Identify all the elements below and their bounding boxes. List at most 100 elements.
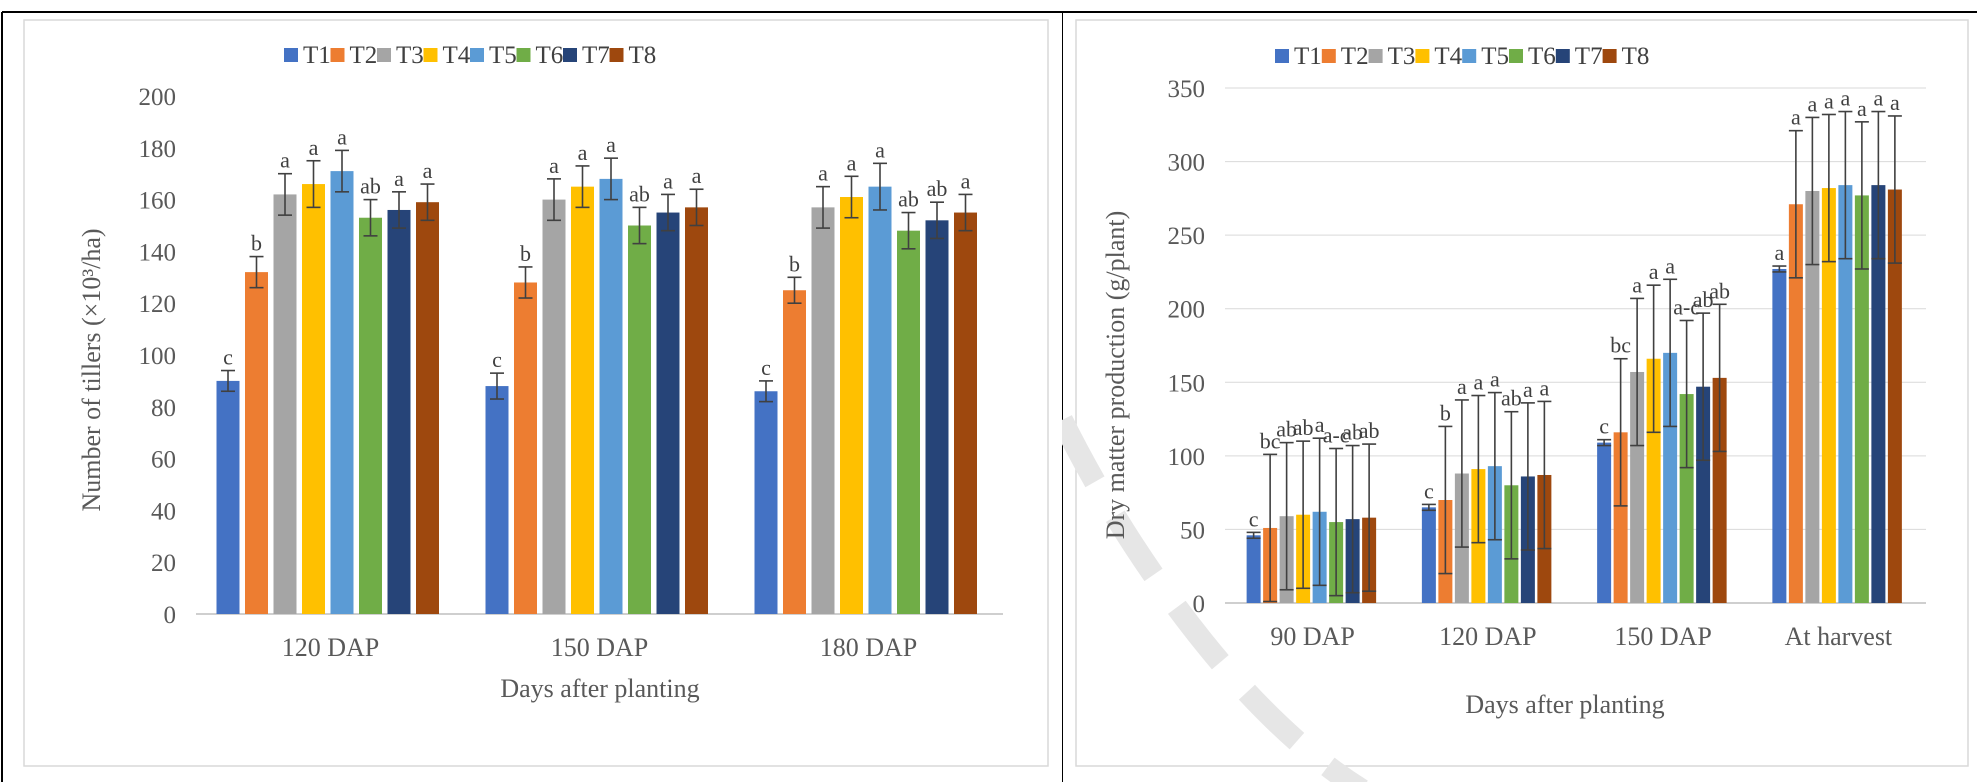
significance-label: ab [1359, 418, 1380, 443]
bar-t4 [840, 197, 863, 614]
y-tick-label: 20 [151, 550, 176, 577]
bar-t8 [685, 207, 708, 614]
bar-t5 [330, 171, 354, 615]
x-category-label: At harvest [1785, 622, 1893, 651]
bar-t5 [1663, 352, 1678, 603]
significance-label: b [520, 241, 531, 266]
y-tick-label: 100 [139, 343, 177, 370]
significance-label: c [1424, 478, 1434, 503]
y-tick-label: 200 [1168, 297, 1206, 324]
significance-label: a [692, 163, 702, 188]
significance-label: a [875, 137, 885, 162]
significance-label: a [1649, 259, 1659, 284]
x-category-label: 150 DAP [1614, 622, 1712, 651]
significance-label: ab [360, 174, 381, 199]
bar-t6 [359, 217, 382, 615]
legend-swatch-t2 [1321, 49, 1336, 63]
legend: T1 T2 T3 T4 T5 T6 T7 T8 [1275, 43, 1649, 70]
legend-swatch-t5 [470, 48, 484, 62]
legend-label-t2: T2 [1341, 43, 1369, 70]
significance-label: a [337, 124, 347, 149]
bar-t1 [485, 386, 509, 614]
bar-t2 [1613, 432, 1628, 603]
y-tick-label: 100 [1168, 444, 1206, 471]
significance-label: c [761, 355, 771, 380]
legend-swatch-t4 [423, 48, 438, 62]
y-tick-label: 40 [151, 498, 176, 525]
bar-t6 [1679, 394, 1694, 603]
significance-label: a [1539, 375, 1549, 400]
bar-t3 [542, 199, 566, 614]
bar-t7 [1696, 386, 1711, 603]
legend-label-t2: T2 [350, 42, 378, 69]
bar-t4 [571, 186, 594, 614]
legend-label-t8: T8 [1622, 43, 1650, 70]
y-tick-label: 60 [151, 447, 176, 474]
significance-label: a [1807, 91, 1817, 116]
significance-label: ab [927, 176, 948, 201]
bar-t1 [1246, 535, 1261, 603]
significance-label: a [818, 161, 828, 186]
significance-label: b [251, 231, 262, 256]
y-tick-label: 120 [139, 291, 177, 318]
legend-swatch-t1 [284, 48, 298, 62]
bar-t7 [925, 220, 949, 614]
bar-t5 [1838, 185, 1853, 603]
legend-swatch-t7 [563, 48, 577, 62]
bar-t1 [1772, 268, 1787, 603]
legend-label-t6: T6 [536, 42, 564, 69]
legend-label-t5: T5 [1481, 43, 1509, 70]
x-axis-title: Days after planting [1465, 690, 1664, 719]
significance-label: ab [1709, 278, 1730, 303]
significance-label: a [663, 168, 673, 193]
y-tick-label: 140 [139, 239, 177, 266]
bar-t4 [1646, 358, 1661, 603]
significance-label: a [1473, 370, 1483, 395]
significance-label: a [1873, 86, 1883, 111]
significance-label: ab [1693, 287, 1714, 312]
significance-label: ab [898, 187, 919, 212]
bar-t7 [656, 212, 680, 615]
significance-label: a [1774, 240, 1784, 265]
significance-label: a [1857, 96, 1867, 121]
y-tick-label: 0 [1193, 591, 1206, 618]
bar-t8 [416, 202, 439, 614]
legend-swatch-t1 [1275, 49, 1289, 63]
legend: T1 T2 T3 T4 T5 T6 T7 T8 [284, 42, 656, 69]
significance-label: a [1791, 105, 1801, 130]
bar-t2 [783, 290, 806, 614]
significance-label: a [847, 150, 857, 175]
bar-t1 [754, 391, 778, 614]
bar-t5 [868, 186, 892, 614]
y-tick-label: 300 [1168, 150, 1206, 177]
legend-label-t4: T4 [443, 42, 471, 69]
bar-t7 [1871, 185, 1886, 603]
legend-swatch-t2 [330, 48, 345, 62]
significance-label: a [1523, 377, 1533, 402]
x-category-label: 150 DAP [551, 633, 649, 662]
y-axis-title: Number of tillers (×10³/ha) [77, 228, 106, 511]
significance-label: a [1315, 412, 1325, 437]
dry-matter-chart-panel: 0 50 100 150 200 250 300 350 c bc ab ab a a-c ab ab 90 D… [1062, 0, 1977, 782]
legend-label-t7: T7 [582, 42, 610, 69]
significance-label: a [1457, 374, 1467, 399]
y-tick-label: 350 [1168, 76, 1206, 103]
legend-swatch-t8 [609, 48, 624, 62]
x-category-label: 90 DAP [1270, 622, 1355, 651]
significance-label: a [549, 153, 559, 178]
chart-area-border [23, 19, 1049, 767]
y-tick-label: 80 [151, 395, 176, 422]
significance-label: a [1632, 272, 1642, 297]
significance-label: c [492, 347, 502, 372]
bar-t1 [1597, 442, 1612, 603]
significance-label: c [1249, 506, 1259, 531]
bar-t5 [599, 178, 623, 614]
significance-label: a-c [1673, 294, 1700, 319]
legend-label-t7: T7 [1575, 43, 1603, 70]
bar-t7 [387, 209, 411, 614]
significance-label: b [1440, 400, 1451, 425]
bar-t1 [216, 380, 240, 614]
bar-t8 [954, 212, 977, 615]
bar-t1 [1421, 507, 1436, 603]
